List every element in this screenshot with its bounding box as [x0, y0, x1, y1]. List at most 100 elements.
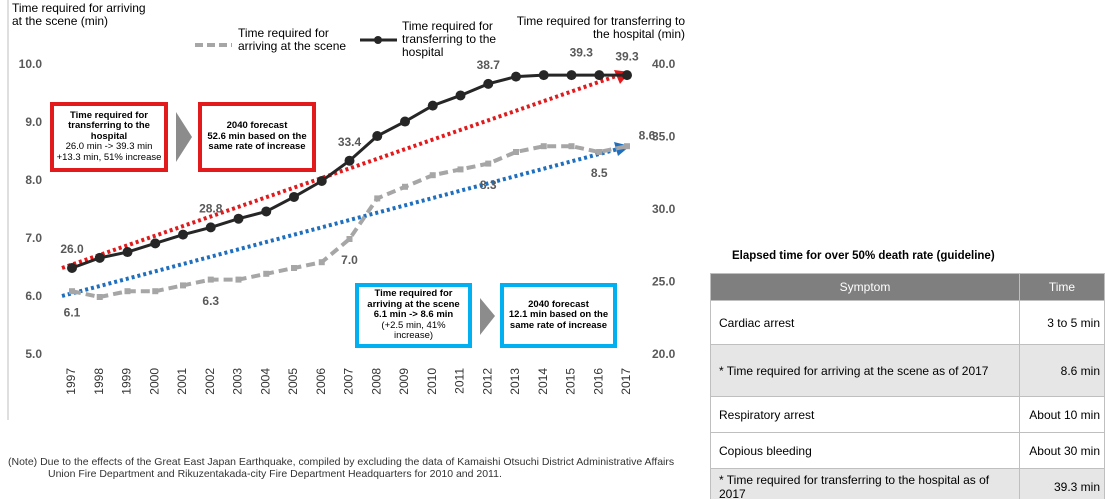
legend-label: Time required for arriving at the scene	[238, 26, 347, 53]
annotation-line: 52.6 min based on the same rate of incre…	[207, 130, 307, 153]
cell: About 30 min	[1019, 432, 1105, 469]
marker	[96, 294, 103, 300]
data-label: 6.1	[64, 305, 81, 319]
y2-tick-label: 30.0	[652, 202, 676, 216]
annotation: 2040 forecast 52.6 min based on the same …	[198, 102, 316, 172]
marker	[538, 70, 549, 81]
annotation-line: 12.1 min based on the same rate of incre…	[508, 309, 609, 331]
x-tick-label: 2015	[564, 368, 578, 395]
data-label: 8.6	[639, 128, 656, 142]
y2-axis-title: Time required for transferring to the ho…	[516, 14, 685, 41]
annotation: Time required for arriving at the scene 6…	[355, 283, 472, 348]
data-label: 33.4	[338, 135, 362, 149]
x-tick-label: 2009	[397, 368, 411, 395]
y-tick-label: 8.0	[25, 173, 42, 187]
x-tick-label: 2013	[508, 368, 522, 395]
x-tick-label: 2007	[342, 368, 356, 395]
marker	[207, 276, 214, 283]
chart: 5.0 6.0 7.0 8.0 9.0 10.0 20.0 25.0 30.0 35.0 40.0 1…	[7, 0, 676, 420]
annotation-line: Time required for arriving at the scene	[367, 288, 460, 310]
cell: * Time required for transferring to the …	[710, 468, 1020, 499]
annotation: 2040 forecast 12.1 min based on the same …	[500, 283, 617, 348]
cell: Cardiac arrest	[710, 300, 1020, 345]
x-tick-label: 2017	[619, 368, 633, 395]
marker	[402, 183, 408, 190]
data-label: 26.0	[60, 242, 84, 256]
marker	[429, 172, 436, 179]
marker	[152, 288, 159, 295]
data-label: 39.3	[615, 49, 639, 63]
x-tick-label: 2000	[147, 368, 161, 395]
data-label: 7.0	[341, 253, 358, 267]
header-cell: Time	[1019, 273, 1105, 301]
marker	[289, 191, 299, 202]
x-tick-label: 1998	[92, 368, 106, 395]
marker	[540, 143, 547, 150]
x-tick-label: 2012	[480, 368, 494, 395]
marker	[485, 160, 492, 167]
cell: * Time required for arriving at the scen…	[710, 344, 1020, 397]
y2-tick-label: 40.0	[652, 57, 676, 71]
trend-red	[61, 72, 623, 270]
x-tick-label: 2002	[203, 368, 217, 395]
cell: 3 to 5 min	[1019, 300, 1105, 345]
marker	[124, 288, 131, 295]
data-label: 6.3	[202, 294, 219, 308]
marker	[180, 282, 186, 289]
y2-tick-label: 20.0	[652, 347, 676, 361]
marker	[235, 276, 242, 283]
arrow	[480, 298, 495, 335]
annotation-line: 2040 forecast	[226, 120, 288, 132]
data-label: 28.8	[199, 202, 223, 216]
x-tick-label: 2014	[536, 368, 550, 395]
marker	[622, 70, 632, 81]
annotation-line: 26.0 min -> 39.3 min	[65, 141, 153, 153]
x-tick-label: 2008	[369, 368, 383, 395]
y-axis-title: Time required for arriving at the scene …	[12, 1, 146, 28]
y-tick-label: 9.0	[25, 115, 42, 129]
annotation-line: +13.3 min, 51% increase	[56, 151, 162, 163]
data-label: 38.7	[477, 58, 501, 72]
marker	[346, 236, 353, 242]
x-tick-label: 2011	[453, 368, 467, 394]
marker	[372, 131, 383, 142]
cell: 39.3 min	[1019, 468, 1105, 499]
cell: Respiratory arrest	[710, 396, 1020, 433]
marker	[261, 206, 272, 217]
y-tick-label: 10.0	[19, 57, 43, 71]
x-tick-label: 2001	[175, 368, 189, 395]
marker	[594, 70, 605, 81]
marker	[150, 238, 161, 249]
cell: 8.6 min	[1019, 344, 1105, 397]
arrow	[176, 112, 192, 162]
marker	[316, 176, 327, 186]
note: (Note) Due to the effects of the Great E…	[8, 456, 675, 480]
x-tick-label: 2004	[258, 368, 272, 395]
marker	[513, 149, 519, 155]
marker	[67, 263, 77, 273]
marker	[233, 213, 244, 224]
marker	[263, 270, 270, 277]
annotation-line: Time required for transferring to the ho…	[68, 109, 150, 142]
data-label: 8.5	[591, 166, 608, 180]
y2-tick-label: 35.0	[652, 130, 676, 144]
annotation: Time required for transferring to the ho…	[50, 102, 168, 172]
marker	[511, 71, 521, 82]
marker	[318, 259, 325, 266]
marker	[122, 247, 133, 258]
legend-label: Time required for transferring to the ho…	[402, 19, 497, 59]
marker	[427, 100, 438, 111]
data-label: 39.3	[570, 45, 594, 59]
marker	[178, 229, 188, 240]
table: Symptom Time Cardiac arrest 3 to 5 min * T…	[710, 273, 1105, 499]
series-line	[71, 144, 628, 300]
table-title: Elapsed time for over 50% death rate (gu…	[732, 250, 995, 262]
y-tick-label: 5.0	[25, 347, 42, 361]
marker	[483, 78, 494, 89]
marker	[624, 143, 630, 150]
annotation-line: 2040 forecast	[528, 298, 589, 310]
marker	[457, 166, 464, 173]
y-tick-label: 7.0	[25, 231, 42, 245]
marker	[374, 195, 381, 202]
cell: About 10 min	[1019, 396, 1105, 433]
